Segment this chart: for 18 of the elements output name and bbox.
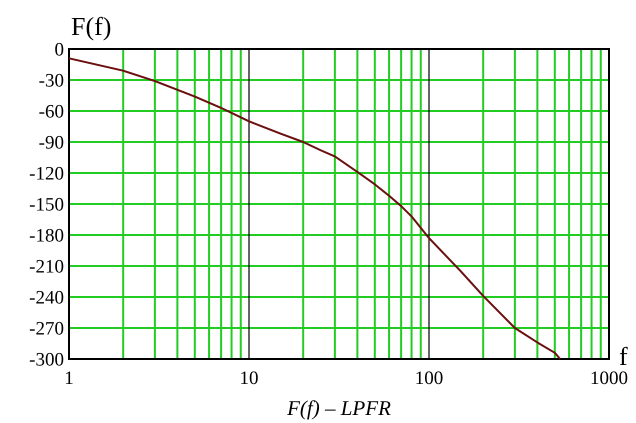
x-axis-title: f	[619, 342, 628, 371]
y-tick-label: -210	[29, 256, 64, 278]
x-tick-label: 1000	[590, 368, 628, 389]
y-tick-label: -60	[38, 102, 64, 123]
y-tick-label: -270	[29, 318, 64, 340]
y-axis-title: F(f)	[71, 12, 112, 41]
y-tick-label: -300	[29, 350, 64, 371]
y-tick-label: -90	[38, 132, 64, 154]
y-tick-label: -150	[29, 194, 64, 216]
y-tick-label: -30	[38, 70, 64, 92]
x-tick-label: 10	[240, 368, 258, 389]
x-tick-label: 1	[64, 368, 74, 389]
y-tick-label: -120	[29, 164, 64, 185]
y-tick-label: -240	[29, 288, 64, 309]
text: F(f) – LPFR	[286, 396, 392, 420]
y-tick-label: -180	[29, 226, 64, 247]
y-tick-label: 0	[54, 40, 64, 61]
x-tick-label: 100	[414, 368, 444, 389]
